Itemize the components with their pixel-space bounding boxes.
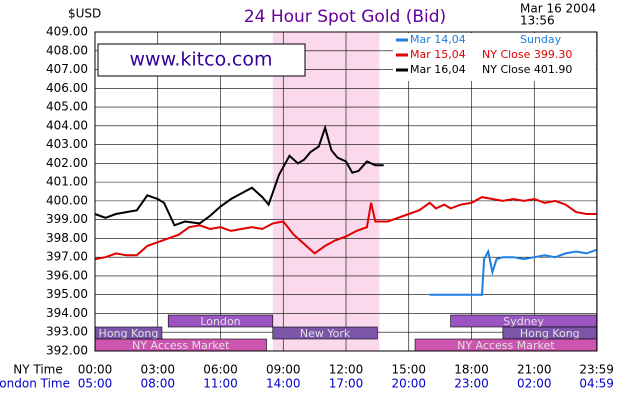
y-unit: $USD xyxy=(68,7,101,21)
legend-label: Mar 14,04 xyxy=(410,33,466,46)
session-label: NY Access Market xyxy=(132,339,230,352)
y-tick-label: 403.00 xyxy=(46,137,88,151)
y-tick-label: 393.00 xyxy=(46,325,88,339)
date: Mar 16 2004 xyxy=(520,2,596,16)
x2-tick-label: 20:00 xyxy=(391,377,426,391)
legend-label: Mar 16,04 xyxy=(410,63,466,76)
series-line xyxy=(94,124,384,227)
session-bar xyxy=(272,326,378,340)
y-tick-label: 392.00 xyxy=(46,344,88,358)
legend-label: Mar 15,04 xyxy=(410,48,466,61)
series-line xyxy=(94,196,597,261)
session-label: Sydney xyxy=(503,315,544,328)
y-tick-label: 400.00 xyxy=(46,193,88,207)
x-tick-label: 15:00 xyxy=(391,363,426,377)
plot-border xyxy=(94,31,598,352)
chart-title: 24 Hour Spot Gold (Bid) xyxy=(244,7,446,27)
y-tick-label: 409.00 xyxy=(46,25,88,39)
y-tick-label: 395.00 xyxy=(46,287,88,301)
watermark-box xyxy=(97,43,306,77)
session-label: New York xyxy=(300,327,351,340)
session-label: London xyxy=(200,315,240,328)
legend-note: NY Close 401.90 xyxy=(482,63,572,76)
y-tick-label: 406.00 xyxy=(46,81,88,95)
series-line xyxy=(429,248,598,296)
shaded-span xyxy=(272,32,380,351)
y-tick-label: 407.00 xyxy=(46,62,88,76)
y-tick-label: 405.00 xyxy=(46,100,88,114)
x2-row-label: London Time xyxy=(0,377,70,391)
y-tick-label: 398.00 xyxy=(46,231,88,245)
x-tick-label: 09:00 xyxy=(266,363,301,377)
legend-box xyxy=(393,33,596,81)
x2-tick-label: 04:59 xyxy=(579,377,614,391)
x-tick-label: 18:00 xyxy=(454,363,489,377)
x2-tick-label: 08:00 xyxy=(140,377,175,391)
x2-tick-label: 14:00 xyxy=(266,377,301,391)
y-tick-label: 404.00 xyxy=(46,118,88,132)
x-tick-label: 23:59 xyxy=(579,363,614,377)
y-tick-label: 401.00 xyxy=(46,175,88,189)
session-label: Hong Kong xyxy=(99,327,159,340)
y-tick-label: 394.00 xyxy=(46,306,88,320)
x-tick-label: 06:00 xyxy=(203,363,238,377)
x2-tick-label: 05:00 xyxy=(78,377,113,391)
x2-tick-label: 17:00 xyxy=(329,377,364,391)
watermark: www.kitco.com xyxy=(129,49,272,71)
time: 13:56 xyxy=(520,14,555,28)
session-label: Hong Kong xyxy=(520,327,580,340)
x-tick-label: 03:00 xyxy=(140,363,175,377)
x-tick-label: 00:00 xyxy=(78,363,113,377)
x-tick-label: 21:00 xyxy=(517,363,552,377)
session-bar xyxy=(167,314,274,328)
y-tick-label: 402.00 xyxy=(46,156,88,170)
y-tick-label: 397.00 xyxy=(46,250,88,264)
legend-note: Sunday xyxy=(520,33,562,46)
x2-tick-label: 23:00 xyxy=(454,377,489,391)
y-tick-label: 399.00 xyxy=(46,212,88,226)
x-tick-label: 12:00 xyxy=(329,363,364,377)
session-label: NY Access Market xyxy=(457,339,555,352)
x-row-label: NY Time xyxy=(13,363,63,377)
y-tick-label: 408.00 xyxy=(46,43,88,57)
legend-note: NY Close 399.30 xyxy=(482,48,572,61)
x2-tick-label: 02:00 xyxy=(517,377,552,391)
y-tick-label: 396.00 xyxy=(46,268,88,282)
x2-tick-label: 11:00 xyxy=(203,377,238,391)
